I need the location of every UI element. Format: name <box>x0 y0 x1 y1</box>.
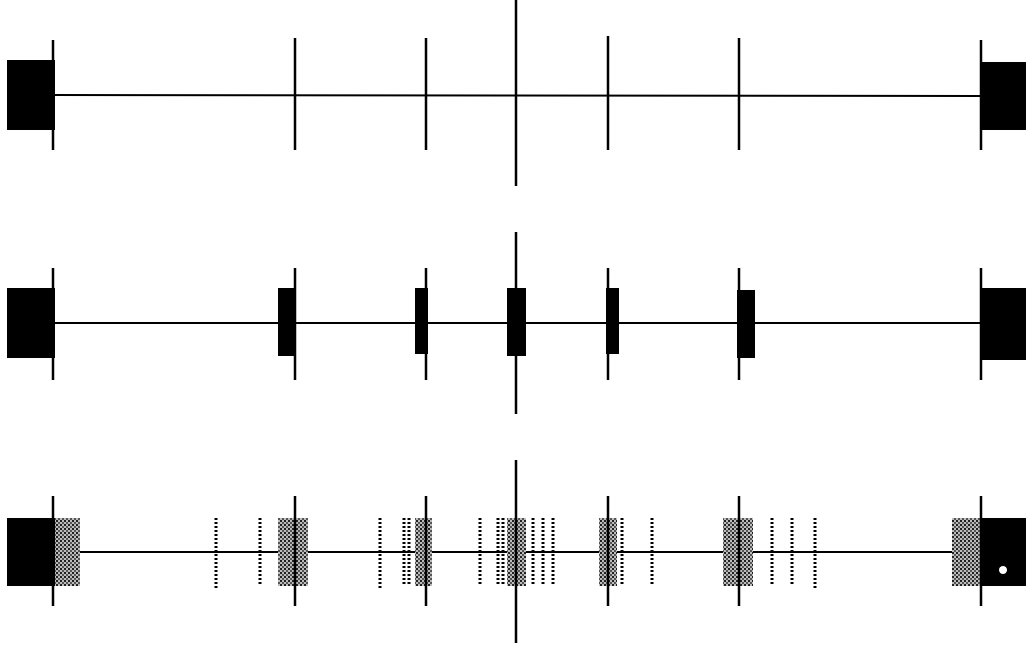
end-block-shaded <box>952 518 980 586</box>
end-block <box>7 60 55 130</box>
ticks <box>51 232 983 414</box>
row-3 <box>7 460 1026 643</box>
row-2 <box>7 232 1026 414</box>
row-1 <box>7 0 1026 186</box>
end-block <box>980 288 1026 360</box>
end-block <box>7 518 55 586</box>
end-block-shaded <box>55 518 80 586</box>
end-block <box>7 288 55 358</box>
dotted-lines <box>214 518 817 588</box>
ticks <box>51 460 983 643</box>
end-block <box>980 62 1026 130</box>
end-block <box>980 518 1026 586</box>
axis-line <box>54 94 981 97</box>
ticks <box>51 0 983 186</box>
end-dot <box>999 566 1007 574</box>
